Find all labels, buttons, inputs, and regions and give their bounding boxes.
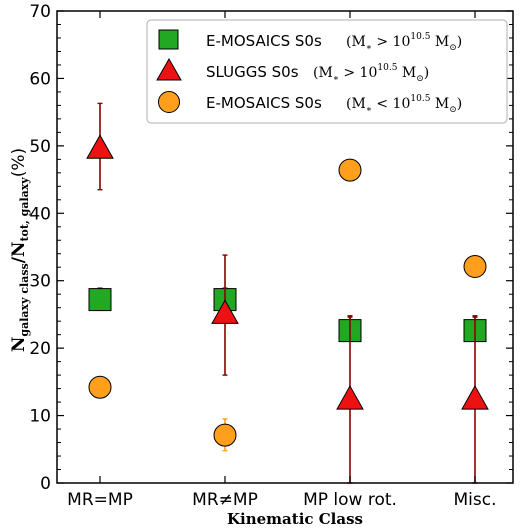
data-point-circle bbox=[338, 158, 362, 182]
series-1 bbox=[86, 102, 489, 484]
x-tick-label: MR=MP bbox=[67, 490, 133, 510]
y-axis-title-unit: (%) bbox=[9, 148, 29, 177]
legend-entry-0: E-MOSAICS S0s (M∗ > 1010.5 M⊙) bbox=[158, 29, 462, 53]
y-axis-title-slash: /N bbox=[9, 242, 29, 264]
legend: E-MOSAICS S0s (M∗ > 1010.5 M⊙) SLUGGS S0… bbox=[146, 19, 508, 124]
x-axis: MR=MP MR≠MP MP low rot. Misc. bbox=[67, 11, 497, 510]
y-tick-label: 60 bbox=[29, 69, 51, 89]
legend-mass: (M∗ > 1010.5 M⊙) bbox=[346, 32, 462, 53]
legend-entry-1: SLUGGS S0s (M∗ > 1010.5 M⊙) bbox=[156, 57, 429, 84]
legend-marker-circle bbox=[158, 91, 180, 113]
y-axis-title-sub2: tot, galaxy bbox=[18, 177, 31, 242]
data-point-square bbox=[88, 288, 112, 312]
data-point-circle bbox=[463, 255, 487, 279]
y-tick-label: 30 bbox=[29, 272, 51, 292]
y-tick-label: 50 bbox=[29, 137, 51, 157]
data-point-triangle bbox=[461, 385, 489, 410]
legend-marker-triangle bbox=[156, 57, 182, 81]
x-tick-label: Misc. bbox=[454, 490, 497, 510]
plot-frame bbox=[56, 10, 514, 484]
data-point-triangle bbox=[86, 134, 114, 159]
legend-entry-2: E-MOSAICS S0s (M∗ < 1010.5 M⊙) bbox=[158, 91, 462, 115]
data-point-circle bbox=[88, 375, 112, 399]
legend-mass: (M∗ < 1010.5 M⊙) bbox=[346, 94, 462, 115]
chart-marks bbox=[86, 102, 489, 484]
x-tick-label: MR≠MP bbox=[192, 490, 258, 510]
x-axis-title: Kinematic Class bbox=[227, 510, 363, 528]
series-0 bbox=[88, 287, 487, 343]
y-axis-title-n: N bbox=[9, 337, 29, 353]
x-tick-label: MP low rot. bbox=[303, 490, 397, 510]
y-tick-label: 10 bbox=[29, 407, 51, 427]
y-tick-label: 40 bbox=[29, 204, 51, 224]
y-axis-title: Ngalaxy class/Ntot, galaxy(%) bbox=[9, 148, 31, 352]
legend-label: SLUGGS S0s bbox=[206, 63, 299, 81]
series-2 bbox=[88, 158, 487, 452]
data-point-triangle bbox=[336, 385, 364, 410]
data-point-circle bbox=[213, 423, 237, 447]
y-axis: 0 10 20 30 40 50 60 70 bbox=[29, 2, 513, 494]
legend-marker-square bbox=[158, 29, 179, 50]
legend-label: E-MOSAICS S0s bbox=[206, 94, 322, 112]
legend-label: E-MOSAICS S0s bbox=[206, 32, 322, 50]
data-point-triangle bbox=[211, 299, 239, 324]
y-tick-label: 70 bbox=[29, 2, 51, 22]
y-tick-label: 20 bbox=[29, 339, 51, 359]
legend-mass: (M∗ > 1010.5 M⊙) bbox=[313, 63, 429, 84]
y-tick-label: 0 bbox=[40, 474, 51, 494]
y-axis-title-sub1: galaxy class bbox=[18, 263, 31, 336]
legend-box bbox=[146, 19, 508, 124]
